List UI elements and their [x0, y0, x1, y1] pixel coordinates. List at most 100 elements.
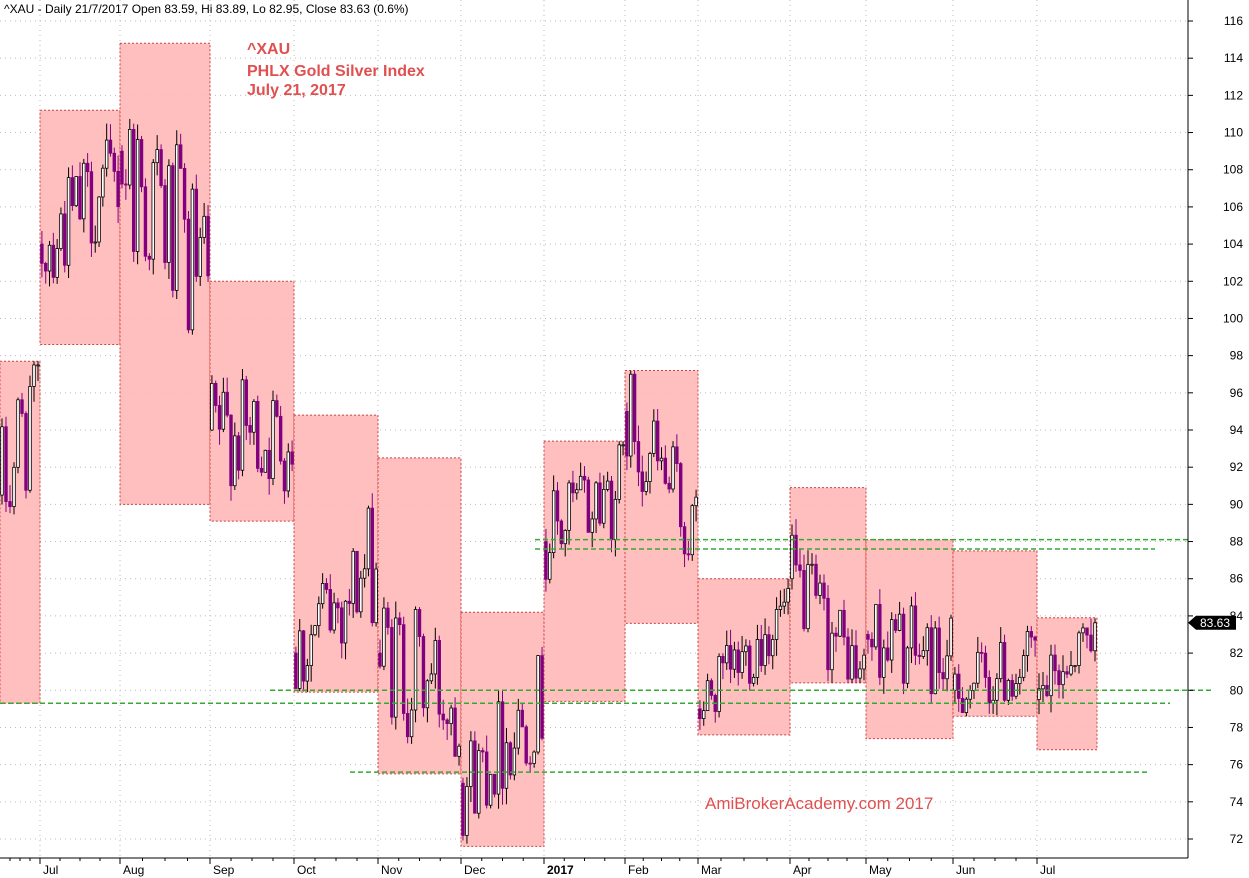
candle-body — [484, 751, 489, 806]
candle-body — [301, 630, 306, 682]
candle — [698, 700, 702, 730]
candle — [425, 679, 430, 723]
candle-body — [163, 185, 167, 263]
candle-body — [744, 645, 748, 653]
candle — [317, 596, 321, 638]
y-tick-label: 86 — [1230, 572, 1244, 586]
candle — [305, 658, 310, 693]
candle-body — [78, 176, 82, 220]
candle — [1065, 665, 1069, 679]
candle-body — [417, 609, 422, 637]
candle-body — [913, 605, 918, 656]
candle — [1081, 623, 1085, 642]
candle-body — [532, 751, 536, 764]
candle — [598, 472, 602, 526]
candle — [575, 483, 579, 500]
candle — [621, 441, 625, 456]
candle — [1073, 665, 1077, 673]
candle-body — [555, 490, 560, 522]
candle — [229, 414, 233, 501]
candle-body — [324, 582, 329, 590]
candle — [320, 573, 325, 609]
candle-body — [818, 582, 822, 596]
candle-body — [702, 710, 706, 719]
candle — [290, 440, 294, 472]
candle — [721, 653, 725, 680]
time-axis: Jul Aug Sep Oct Nov Dec 2017 Feb Mar Apr May Jun Jul — [0, 857, 1188, 877]
x-tick-label: Nov — [381, 863, 402, 877]
candle — [4, 416, 8, 512]
candle-body — [382, 607, 386, 667]
candle-body — [398, 617, 402, 626]
candle — [858, 661, 862, 683]
candle-body — [999, 642, 1003, 680]
candle — [995, 673, 999, 716]
candle-body — [540, 655, 544, 739]
candle — [151, 159, 155, 275]
candle-body — [571, 482, 575, 494]
candle — [163, 179, 167, 270]
candle-body — [830, 632, 834, 671]
candle — [578, 462, 583, 491]
candle — [382, 597, 386, 671]
candle — [167, 159, 171, 279]
candle — [702, 701, 706, 726]
candle — [983, 645, 988, 688]
candle-body — [854, 645, 858, 679]
chart-annotation: ^XAU PHLX Gold Silver Index July 21, 201… — [247, 41, 425, 99]
x-tick-label: Feb — [628, 863, 649, 877]
candle-body — [93, 241, 97, 244]
candle-body — [340, 607, 344, 644]
candle-body — [909, 605, 914, 649]
candle — [528, 756, 532, 773]
daily-candles — [0, 118, 1097, 844]
candle — [1085, 627, 1089, 649]
candle — [190, 183, 195, 335]
y-tick-label: 82 — [1230, 646, 1244, 660]
candle-body — [70, 177, 75, 207]
candle — [870, 632, 874, 661]
candle — [834, 627, 838, 652]
candle — [135, 124, 140, 265]
candle-body — [613, 498, 618, 541]
candle-body — [858, 668, 862, 679]
candle-body — [194, 188, 199, 277]
candle-body — [983, 652, 988, 678]
candle-body — [602, 489, 606, 524]
candle-body — [590, 518, 594, 533]
candle — [128, 118, 132, 190]
candle — [694, 489, 698, 522]
candle — [941, 658, 945, 691]
candle-body — [822, 582, 826, 599]
candle-body — [362, 568, 367, 579]
candle — [960, 687, 965, 713]
candle-body — [1057, 670, 1061, 686]
candle-body — [55, 248, 59, 278]
candle-body — [725, 645, 729, 664]
candle — [897, 601, 902, 632]
x-tick-label: 2017 — [547, 863, 574, 877]
candle-body — [271, 400, 275, 479]
candle — [957, 664, 961, 712]
candle-body — [481, 750, 485, 753]
candle — [40, 230, 44, 278]
candle — [846, 628, 850, 683]
candle-body — [621, 444, 625, 447]
candle-body — [63, 213, 67, 266]
candle — [563, 529, 567, 557]
candle — [945, 639, 949, 692]
candle — [63, 201, 67, 273]
candle — [1089, 618, 1093, 653]
candle — [89, 161, 94, 257]
candle — [108, 124, 113, 157]
candle-body — [120, 150, 124, 185]
y-tick-label: 80 — [1230, 683, 1244, 697]
candle-body — [74, 176, 78, 207]
price-axis: 7274767880828486889092949698100102104106… — [1187, 0, 1244, 858]
candle-body — [504, 742, 509, 789]
candle-body — [429, 673, 434, 682]
y-tick-label: 100 — [1223, 311, 1243, 325]
candle — [82, 158, 86, 233]
candle — [263, 449, 268, 473]
candle — [728, 629, 733, 684]
